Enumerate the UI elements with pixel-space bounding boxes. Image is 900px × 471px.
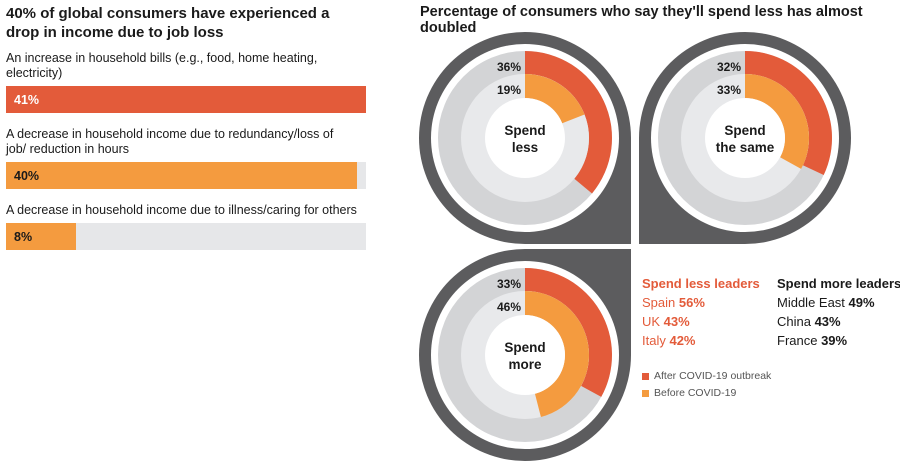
income-drop-panel: 40% of global consumers have experienced… bbox=[6, 0, 366, 250]
leader-country: Italy bbox=[642, 333, 670, 348]
bar-fill bbox=[6, 162, 358, 189]
leader-item: Italy 42% bbox=[642, 331, 782, 350]
legend-swatch bbox=[642, 390, 649, 397]
donut-label: the same bbox=[716, 140, 775, 155]
after-value-label: 33% bbox=[497, 277, 521, 291]
leader-country: France bbox=[777, 333, 822, 348]
before-covid-arc bbox=[525, 74, 585, 124]
bar-item: A decrease in household income due to re… bbox=[6, 127, 366, 189]
after-covid-arc bbox=[525, 51, 612, 194]
left-panel-title: 40% of global consumers have experienced… bbox=[6, 5, 330, 41]
legend-label: After COVID-19 outbreak bbox=[654, 370, 772, 382]
leader-country: UK bbox=[642, 314, 664, 329]
bar-fill bbox=[6, 223, 77, 250]
leader-country: Spain bbox=[642, 295, 679, 310]
leader-country: Middle East bbox=[777, 295, 849, 310]
bar-value-label: 41% bbox=[14, 93, 40, 107]
bar-track: 41% bbox=[6, 86, 366, 113]
leader-item: UK 43% bbox=[642, 312, 782, 331]
after-covid-arc bbox=[745, 51, 833, 176]
bar-fill bbox=[6, 86, 366, 113]
before-value-label: 46% bbox=[497, 300, 521, 314]
leader-item: China 43% bbox=[777, 312, 900, 331]
bar-item: A decrease in household income due to il… bbox=[6, 203, 366, 250]
after-value-label: 36% bbox=[497, 60, 521, 74]
after-value-label: 32% bbox=[717, 60, 741, 74]
legend-label: Before COVID-19 bbox=[654, 387, 737, 399]
leader-value: 43% bbox=[663, 314, 690, 329]
spend-more-heading: Spend more leaders bbox=[777, 276, 900, 291]
right-panel-title: Percentage of consumers who say they'll … bbox=[420, 4, 863, 36]
leader-country: China bbox=[777, 314, 815, 329]
bar-track: 8% bbox=[6, 223, 366, 250]
leader-value: 43% bbox=[814, 314, 841, 329]
donut-label: Spend bbox=[504, 123, 545, 138]
before-value-label: 33% bbox=[717, 83, 741, 97]
legend-item: After COVID-19 outbreak bbox=[642, 368, 771, 385]
leader-item: Middle East 49% bbox=[777, 293, 900, 312]
before-covid-arc bbox=[525, 291, 590, 417]
donut-label: less bbox=[512, 140, 538, 155]
color-legend: After COVID-19 outbreak Before COVID-19 bbox=[642, 368, 771, 402]
before-covid-arc bbox=[745, 74, 810, 169]
legend-item: Before COVID-19 bbox=[642, 385, 771, 402]
donut-label: Spend bbox=[724, 123, 765, 138]
leader-value: 49% bbox=[848, 295, 875, 310]
donut-center bbox=[485, 98, 565, 178]
bar-label: A decrease in household income due to re… bbox=[6, 127, 334, 156]
after-covid-arc bbox=[525, 268, 612, 397]
spend-less-heading: Spend less leaders bbox=[642, 276, 760, 291]
bar-label: A decrease in household income due to il… bbox=[6, 203, 357, 217]
donut-center bbox=[485, 315, 565, 395]
donut-label: more bbox=[508, 357, 542, 372]
donut-center bbox=[705, 98, 785, 178]
leader-value: 42% bbox=[669, 333, 696, 348]
bar-track: 40% bbox=[6, 162, 366, 189]
bar-item: An increase in household bills (e.g., fo… bbox=[6, 51, 366, 113]
leader-item: France 39% bbox=[777, 331, 900, 350]
bar-value-label: 40% bbox=[14, 169, 40, 183]
bar-value-label: 8% bbox=[14, 230, 33, 244]
spend-more-leaders: Spend more leaders Middle East 49% China … bbox=[777, 274, 900, 350]
legend-swatch bbox=[642, 373, 649, 380]
leader-item: Spain 56% bbox=[642, 293, 782, 312]
donut-label: Spend bbox=[504, 340, 545, 355]
leader-value: 39% bbox=[821, 333, 848, 348]
leader-value: 56% bbox=[678, 295, 705, 310]
bar-label: An increase in household bills (e.g., fo… bbox=[6, 51, 318, 80]
spend-less-leaders: Spend less leaders Spain 56% UK 43% Italy … bbox=[642, 274, 782, 350]
before-value-label: 19% bbox=[497, 83, 521, 97]
